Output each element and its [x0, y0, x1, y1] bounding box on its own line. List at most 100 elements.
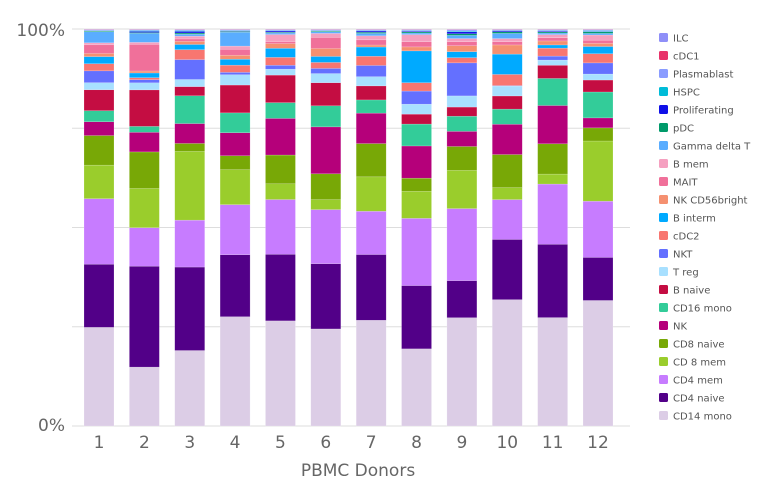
legend-item[interactable]: B interm — [659, 213, 716, 225]
bar-segment-cd-8-mem[interactable] — [355, 176, 387, 212]
bar-segment-b-naive[interactable] — [492, 95, 523, 110]
bar-segment-b-interm[interactable] — [310, 56, 342, 63]
legend-item[interactable]: pDC — [659, 123, 694, 135]
bar-segment-cd4-naive[interactable] — [492, 239, 523, 300]
bar-segment-b-naive[interactable] — [265, 74, 296, 103]
bar-segment-nk[interactable] — [174, 123, 205, 144]
bar-segment-mait[interactable] — [401, 41, 432, 48]
legend-item[interactable]: CD14 mono — [659, 411, 732, 423]
bar-segment-cd-8-mem[interactable] — [219, 169, 251, 205]
bar-segment-cd8-naive[interactable] — [129, 151, 160, 189]
bar-segment-cd-8-mem[interactable] — [401, 191, 432, 219]
bar-segment-nk-cd56bright[interactable] — [310, 48, 342, 57]
bar-segment-nkt[interactable] — [129, 79, 160, 84]
bar-segment-b-mem[interactable] — [446, 38, 478, 42]
bar-segment-cd14-mono[interactable] — [129, 366, 160, 427]
bar-segment-cd4-mem[interactable] — [582, 200, 614, 258]
bar-segment-cd-8-mem[interactable] — [265, 183, 296, 200]
bar-segment-b-mem[interactable] — [401, 34, 432, 42]
legend-item[interactable]: Plasmablast — [659, 69, 733, 81]
legend-item[interactable]: Gamma delta T — [659, 141, 751, 153]
bar-segment-cd4-mem[interactable] — [355, 211, 387, 255]
bar-segment-pdc[interactable] — [537, 31, 568, 34]
bar-segment-b-naive[interactable] — [582, 79, 614, 93]
bar-segment-cd4-naive[interactable] — [129, 265, 160, 368]
bar-segment-nkt[interactable] — [83, 70, 115, 83]
bar-segment-cdc2[interactable] — [355, 55, 387, 66]
bar-segment-nk[interactable] — [446, 131, 478, 147]
bar-segment-cdc2[interactable] — [129, 77, 160, 80]
bar-segment-cd4-naive[interactable] — [537, 243, 568, 318]
bar-segment-mait[interactable] — [129, 44, 160, 72]
bar-segment-nk-cd56bright[interactable] — [446, 45, 478, 52]
bar-segment-t-reg[interactable] — [174, 79, 205, 87]
bar-segment-b-interm[interactable] — [446, 51, 478, 58]
bar-segment-nk[interactable] — [537, 105, 568, 145]
bar-segment-mait[interactable] — [265, 41, 296, 44]
bar-segment-cd16-mono[interactable] — [129, 126, 160, 133]
bar-segment-nkt[interactable] — [446, 62, 478, 97]
bar-segment-cd8-naive[interactable] — [401, 177, 432, 192]
bar-segment-nk[interactable] — [492, 124, 523, 155]
bar-segment-mait[interactable] — [355, 39, 387, 46]
bar-segment-mait[interactable] — [219, 49, 251, 56]
bar-segment-cd8-naive[interactable] — [446, 146, 478, 171]
bar-segment-cd-8-mem[interactable] — [129, 188, 160, 228]
bar-segment-cd4-naive[interactable] — [174, 266, 205, 351]
bar-segment-b-interm[interactable] — [492, 53, 523, 75]
bar-segment-gamma-delta-t[interactable] — [446, 35, 478, 39]
bar-segment-cd4-mem[interactable] — [219, 204, 251, 255]
bar-segment-gamma-delta-t[interactable] — [219, 31, 251, 47]
bar-segment-b-naive[interactable] — [401, 113, 432, 125]
legend-item[interactable]: HSPC — [659, 87, 700, 99]
bar-segment-mait[interactable] — [537, 37, 568, 42]
bar-segment-nkt[interactable] — [401, 90, 432, 105]
bar-segment-cd16-mono[interactable] — [537, 78, 568, 106]
bar-segment-mait[interactable] — [492, 41, 523, 46]
bar-segment-cd-8-mem[interactable] — [582, 140, 614, 202]
bar-segment-t-reg[interactable] — [129, 82, 160, 91]
bar-segment-t-reg[interactable] — [401, 103, 432, 115]
bar-segment-nkt[interactable] — [582, 62, 614, 75]
bar-segment-b-naive[interactable] — [537, 65, 568, 79]
bar-segment-cdc2[interactable] — [582, 53, 614, 64]
bar-segment-hspc[interactable] — [129, 30, 160, 32]
bar-segment-cdc2[interactable] — [310, 62, 342, 69]
bar-segment-plasmablast[interactable] — [401, 29, 432, 31]
bar-segment-b-naive[interactable] — [83, 89, 115, 111]
bar-segment-t-reg[interactable] — [83, 82, 115, 91]
bar-segment-cd8-naive[interactable] — [219, 155, 251, 170]
bar-segment-gamma-delta-t[interactable] — [174, 33, 205, 37]
bar-segment-nk[interactable] — [401, 145, 432, 179]
bar-segment-cd4-naive[interactable] — [355, 254, 387, 321]
bar-segment-mait[interactable] — [582, 39, 614, 44]
bar-segment-cd14-mono[interactable] — [401, 348, 432, 427]
bar-segment-cd16-mono[interactable] — [446, 115, 478, 132]
bar-segment-cd8-naive[interactable] — [582, 127, 614, 142]
bar-segment-cd16-mono[interactable] — [83, 110, 115, 122]
bar-segment-cd14-mono[interactable] — [83, 327, 115, 427]
legend-item[interactable]: B mem — [659, 159, 709, 171]
bar-segment-cd14-mono[interactable] — [492, 299, 523, 427]
bar-segment-cdc2[interactable] — [446, 57, 478, 64]
bar-segment-cd8-naive[interactable] — [310, 173, 342, 200]
bar-segment-b-mem[interactable] — [582, 34, 614, 41]
bar-segment-cd16-mono[interactable] — [492, 108, 523, 125]
bar-segment-b-naive[interactable] — [310, 82, 342, 107]
bar-segment-cd8-naive[interactable] — [537, 143, 568, 175]
bar-segment-nk[interactable] — [129, 132, 160, 153]
bar-segment-cd8-naive[interactable] — [355, 143, 387, 178]
bar-segment-cd16-mono[interactable] — [355, 99, 387, 114]
bar-segment-b-naive[interactable] — [355, 85, 387, 101]
bar-segment-gamma-delta-t[interactable] — [129, 33, 160, 43]
bar-segment-cdc2[interactable] — [83, 63, 115, 72]
bar-segment-nk[interactable] — [83, 121, 115, 136]
bar-segment-b-mem[interactable] — [537, 34, 568, 39]
bar-segment-t-reg[interactable] — [355, 76, 387, 87]
bar-segment-cd8-naive[interactable] — [265, 154, 296, 185]
bar-segment-cd4-mem[interactable] — [401, 218, 432, 286]
bar-segment-hspc[interactable] — [582, 30, 614, 32]
bar-segment-b-interm[interactable] — [174, 44, 205, 50]
bar-segment-cd8-naive[interactable] — [174, 143, 205, 152]
bar-segment-cd4-mem[interactable] — [174, 219, 205, 268]
